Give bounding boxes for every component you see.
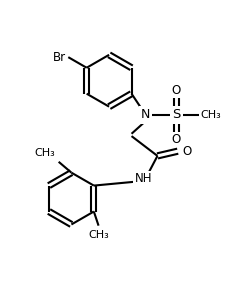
Text: CH₃: CH₃	[34, 148, 55, 158]
Text: S: S	[171, 108, 180, 121]
Text: Br: Br	[53, 51, 66, 64]
Text: N: N	[140, 108, 150, 121]
Text: O: O	[171, 84, 180, 97]
Text: O: O	[181, 145, 190, 158]
Text: CH₃: CH₃	[88, 230, 108, 240]
Text: NH: NH	[134, 172, 151, 185]
Text: O: O	[171, 133, 180, 146]
Text: N: N	[140, 108, 150, 121]
Text: CH₃: CH₃	[199, 110, 220, 120]
